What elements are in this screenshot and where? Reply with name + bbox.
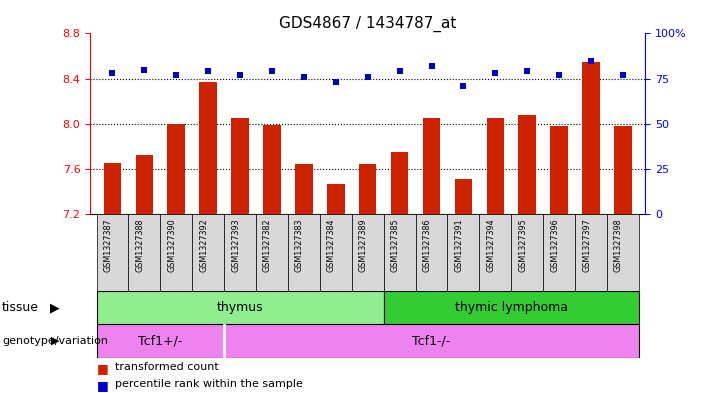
Bar — [607, 214, 639, 291]
Bar — [543, 214, 575, 291]
Point — [266, 68, 278, 75]
Bar — [415, 214, 448, 291]
Point — [554, 72, 565, 78]
Point — [362, 73, 373, 80]
Bar — [263, 125, 280, 214]
Point — [170, 72, 182, 78]
Text: percentile rank within the sample: percentile rank within the sample — [115, 379, 304, 389]
Bar — [97, 214, 128, 291]
Bar — [167, 124, 185, 214]
Point — [203, 68, 214, 75]
Bar — [455, 179, 472, 214]
Bar — [128, 214, 160, 291]
Point — [234, 72, 246, 78]
Bar — [352, 214, 384, 291]
Bar — [518, 115, 536, 214]
Point — [330, 79, 342, 85]
Text: GSM1327386: GSM1327386 — [423, 218, 432, 272]
Text: GSM1327392: GSM1327392 — [199, 218, 208, 272]
Bar — [224, 324, 639, 358]
Bar — [583, 62, 600, 214]
Bar — [487, 118, 504, 214]
Bar — [193, 214, 224, 291]
Point — [458, 83, 469, 89]
Point — [585, 57, 597, 64]
Text: Tcf1-/-: Tcf1-/- — [412, 334, 451, 347]
Text: GSM1327384: GSM1327384 — [327, 218, 336, 272]
Text: GSM1327394: GSM1327394 — [487, 218, 495, 272]
Text: ■: ■ — [97, 362, 109, 375]
Bar — [391, 152, 408, 214]
Bar — [224, 214, 256, 291]
Bar — [423, 118, 441, 214]
Bar — [231, 118, 249, 214]
Text: thymic lymphoma: thymic lymphoma — [455, 301, 568, 314]
Text: GSM1327383: GSM1327383 — [295, 218, 304, 272]
Point — [394, 68, 405, 75]
Point — [138, 66, 150, 73]
Bar — [384, 291, 639, 324]
Text: ■: ■ — [97, 379, 109, 392]
Point — [490, 70, 501, 76]
Bar — [200, 82, 217, 214]
Bar — [479, 214, 511, 291]
Bar — [359, 165, 376, 214]
Text: GSM1327388: GSM1327388 — [136, 218, 144, 272]
Bar — [614, 126, 632, 214]
Bar — [256, 214, 288, 291]
Bar — [550, 126, 568, 214]
Point — [426, 63, 438, 69]
Text: GSM1327387: GSM1327387 — [103, 218, 112, 272]
Text: GSM1327395: GSM1327395 — [518, 218, 527, 272]
Text: ▶: ▶ — [50, 301, 60, 314]
Point — [107, 70, 118, 76]
Bar — [160, 214, 193, 291]
Bar — [295, 165, 313, 214]
Bar — [384, 214, 415, 291]
Bar — [511, 214, 543, 291]
Text: GSM1327391: GSM1327391 — [454, 218, 464, 272]
Text: GSM1327389: GSM1327389 — [359, 218, 368, 272]
Text: GSM1327396: GSM1327396 — [550, 218, 559, 272]
Point — [617, 72, 629, 78]
Bar — [97, 291, 384, 324]
Text: GSM1327385: GSM1327385 — [391, 218, 399, 272]
Text: GSM1327382: GSM1327382 — [263, 218, 272, 272]
Title: GDS4867 / 1434787_at: GDS4867 / 1434787_at — [279, 16, 456, 32]
Point — [521, 68, 533, 75]
Text: Tcf1+/-: Tcf1+/- — [138, 334, 182, 347]
Text: thymus: thymus — [217, 301, 263, 314]
Bar — [104, 163, 121, 214]
Text: genotype/variation: genotype/variation — [2, 336, 108, 346]
Bar — [448, 214, 479, 291]
Bar — [288, 214, 320, 291]
Text: GSM1327390: GSM1327390 — [167, 218, 176, 272]
Bar — [327, 184, 345, 214]
Text: ▶: ▶ — [51, 336, 60, 346]
Bar — [575, 214, 607, 291]
Text: transformed count: transformed count — [115, 362, 219, 371]
Point — [298, 73, 309, 80]
Text: GSM1327398: GSM1327398 — [614, 218, 623, 272]
Bar — [320, 214, 352, 291]
Bar — [136, 156, 153, 214]
Text: GSM1327393: GSM1327393 — [231, 218, 240, 272]
Bar — [97, 324, 224, 358]
Text: tissue: tissue — [2, 301, 39, 314]
Text: GSM1327397: GSM1327397 — [582, 218, 591, 272]
